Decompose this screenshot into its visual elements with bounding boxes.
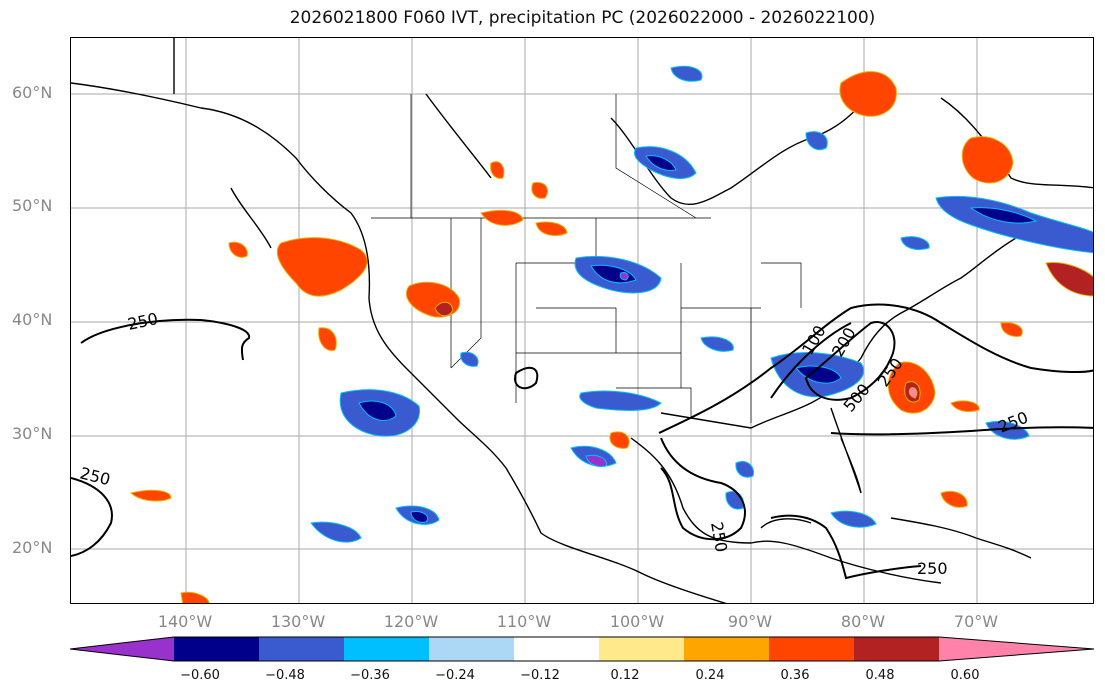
colorbar-segment-1	[174, 637, 259, 661]
colorbar-tick-8: 0.48	[865, 668, 895, 683]
map-panel: 250 250 250 250 250 100 200 500 250	[70, 37, 1094, 604]
map-canvas: 250 250 250 250 250 100 200 500 250	[71, 38, 1093, 603]
lat-label-40n: 40°N	[12, 310, 53, 329]
gridlines	[71, 38, 1093, 603]
lat-label-30n: 30°N	[12, 424, 53, 443]
lon-label-70w: 70°W	[953, 612, 999, 631]
contour-250-pacific	[80, 318, 251, 361]
lon-label-100w: 100°W	[609, 612, 665, 631]
colorbar-tick-5: 0.12	[610, 668, 640, 683]
lon-label-140w: 140°W	[157, 612, 213, 631]
colorbar-segment-0	[70, 637, 174, 661]
colorbar-tick-1: −0.48	[265, 668, 305, 683]
colorbar-segment-4	[429, 637, 514, 661]
contour-label-4: 250	[917, 559, 948, 578]
contour-250-south-pacific	[71, 477, 113, 557]
shade-ne-pacific-pos	[276, 237, 368, 297]
colorbar-segment-6	[599, 637, 684, 661]
colorbar-tick-2: −0.36	[350, 668, 390, 683]
lat-label-60n: 60°N	[12, 83, 53, 102]
colorbar-tick-3: −0.24	[435, 668, 475, 683]
colorbar-tick-9: 0.60	[950, 668, 980, 683]
contour-100	[770, 322, 852, 399]
shade-labrador-pos	[839, 71, 897, 117]
precip-negative-shading	[310, 65, 1093, 543]
colorbar-outline	[70, 636, 1095, 662]
lon-label-130w: 130°W	[270, 612, 326, 631]
colorbar-segment-7	[684, 637, 769, 661]
colorbar-segment-2	[259, 637, 344, 661]
colorbar-tick-7: 0.36	[780, 668, 810, 683]
colorbar-segment-5	[514, 637, 599, 661]
precip-positive-shading	[129, 71, 1093, 603]
map-title: 2026021800 F060 IVT, precipitation PC (2…	[289, 8, 876, 28]
ivt-contours	[71, 303, 1093, 580]
contour-500	[804, 321, 896, 401]
colorbar-segment-9	[854, 637, 939, 661]
contour-labels: 250 250 250 250 250 100 200 500 250	[78, 309, 1031, 578]
colorbar-segment-3	[344, 637, 429, 661]
colorbar	[70, 636, 1095, 662]
contour-250-south	[660, 437, 746, 541]
colorbar-segment-10	[939, 637, 1094, 661]
colorbar-tick-0: −0.60	[180, 668, 220, 683]
lon-label-110w: 110°W	[496, 612, 552, 631]
lon-label-80w: 80°W	[840, 612, 886, 631]
lon-label-90w: 90°W	[727, 612, 773, 631]
colorbar-tick-4: −0.12	[520, 668, 560, 683]
contour-250-main	[658, 303, 1093, 434]
lat-label-50n: 50°N	[12, 196, 53, 215]
coastlines	[71, 38, 1093, 603]
lat-label-20n: 20°N	[12, 538, 53, 557]
colorbar-tick-6: 0.24	[695, 668, 725, 683]
lon-label-120w: 120°W	[383, 612, 439, 631]
colorbar-segment-8	[769, 637, 854, 661]
contour-label-0: 250	[126, 309, 160, 334]
contour-label-1: 250	[78, 463, 112, 489]
